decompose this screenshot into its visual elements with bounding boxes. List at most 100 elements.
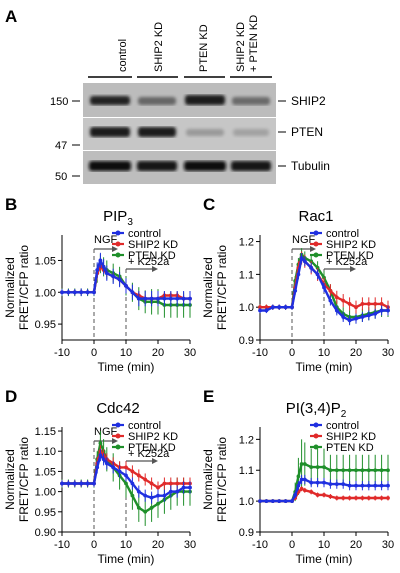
- chart-panel-pi34p2: E PI(3,4)P2 -10 0 10 20 30 0.9 1.0 1.1 1.2 Time (mi…: [201, 387, 394, 566]
- y-tick-label: 1.1: [239, 269, 254, 281]
- data-point: [379, 496, 384, 500]
- data-point: [334, 295, 339, 300]
- data-point: [302, 259, 307, 264]
- data-point: [386, 308, 390, 313]
- data-point: [156, 493, 160, 498]
- data-point: [386, 468, 390, 473]
- legend-label: SHIP2 KD: [326, 239, 376, 251]
- band: [89, 161, 131, 171]
- data-point: [181, 485, 186, 490]
- data-point: [379, 302, 384, 306]
- data-point: [366, 313, 371, 318]
- data-point: [162, 493, 167, 498]
- data-point: [309, 489, 314, 494]
- data-point: [290, 305, 294, 310]
- y-tick-label: 1.00: [35, 487, 56, 499]
- legend-marker: [115, 252, 121, 258]
- legend-marker: [115, 241, 121, 247]
- y-axis-label: Normalized: [201, 257, 215, 318]
- data-point: [354, 496, 358, 500]
- legend-marker: [115, 444, 121, 450]
- data-point: [168, 481, 173, 486]
- chart-title-subscript: 2: [341, 409, 347, 420]
- data-point: [373, 483, 378, 488]
- x-axis-label: Time (min): [296, 360, 353, 374]
- y-tick-label: 0.95: [35, 319, 56, 331]
- data-point: [85, 481, 90, 486]
- data-point: [136, 489, 141, 494]
- data-point: [296, 474, 301, 479]
- x-tick-label: 30: [382, 539, 394, 551]
- band: [137, 161, 177, 171]
- data-point: [175, 296, 180, 301]
- data-point: [60, 290, 64, 295]
- data-point: [296, 483, 301, 488]
- data-point: [302, 477, 307, 482]
- legend-label: PTEN KD: [326, 442, 374, 454]
- data-point: [299, 462, 304, 466]
- panel-label: A: [5, 7, 17, 26]
- lane-label: SHIP2 KD: [153, 22, 165, 72]
- x-tick-label: 0: [289, 539, 295, 551]
- panel-label: B: [5, 195, 17, 214]
- data-point: [386, 496, 390, 500]
- x-tick-label: 10: [120, 539, 132, 551]
- data-point: [354, 483, 358, 488]
- band: [186, 129, 224, 136]
- ngf-annotation: NGF: [94, 426, 118, 438]
- data-point: [366, 302, 371, 306]
- chart-title-subscript: 3: [127, 217, 133, 228]
- data-point: [328, 494, 333, 499]
- data-point: [315, 465, 320, 470]
- y-tick-label: 1.15: [35, 426, 56, 438]
- x-tick-label: -10: [54, 347, 70, 359]
- data-point: [309, 480, 314, 485]
- data-point: [258, 305, 262, 310]
- data-point: [341, 315, 346, 319]
- data-point: [85, 290, 90, 295]
- western-blot-panel: A control SHIP2 KD PTEN KD SHIP2 KD + PT…: [5, 7, 330, 184]
- legend-marker: [115, 422, 121, 428]
- data-point: [130, 469, 135, 474]
- data-point: [341, 482, 346, 487]
- data-point: [293, 288, 298, 293]
- k252a-annotation: + K252a: [326, 256, 368, 268]
- data-point: [188, 296, 192, 301]
- tubulin-bands: [89, 161, 271, 171]
- data-point: [124, 473, 128, 478]
- data-point: [328, 288, 333, 293]
- data-point: [277, 499, 282, 504]
- legend-label: PTEN KD: [128, 442, 176, 454]
- ngf-annotation: NGF: [94, 234, 118, 246]
- k252a-arrowhead: [350, 266, 356, 272]
- data-point: [149, 505, 154, 510]
- x-tick-label: -10: [252, 347, 268, 359]
- band: [185, 95, 225, 105]
- data-point: [136, 505, 141, 510]
- y-tick-label: 1.0: [239, 302, 254, 314]
- data-point: [98, 453, 103, 458]
- data-point: [149, 495, 154, 500]
- mw-marker: 150: [50, 96, 68, 108]
- data-point: [98, 441, 103, 446]
- data-point: [322, 493, 326, 497]
- legend-marker: [313, 433, 319, 439]
- data-point: [66, 290, 71, 295]
- y-axis-label: Normalized: [3, 257, 17, 318]
- data-point: [334, 482, 339, 487]
- data-point: [168, 489, 173, 494]
- legend-marker: [313, 444, 319, 450]
- data-point: [315, 480, 320, 485]
- data-point: [341, 496, 346, 500]
- data-point: [386, 483, 390, 488]
- chart-title: PIP3: [103, 208, 133, 228]
- data-point: [373, 302, 378, 306]
- chart-title: Rac1: [298, 208, 333, 225]
- legend-label: SHIP2 KD: [128, 431, 178, 443]
- legend-marker: [313, 252, 319, 258]
- y-tick-label: 1.05: [35, 466, 56, 478]
- data-point: [60, 481, 64, 486]
- data-point: [258, 308, 262, 313]
- data-point: [156, 485, 160, 490]
- lane-label: PTEN KD: [198, 24, 210, 72]
